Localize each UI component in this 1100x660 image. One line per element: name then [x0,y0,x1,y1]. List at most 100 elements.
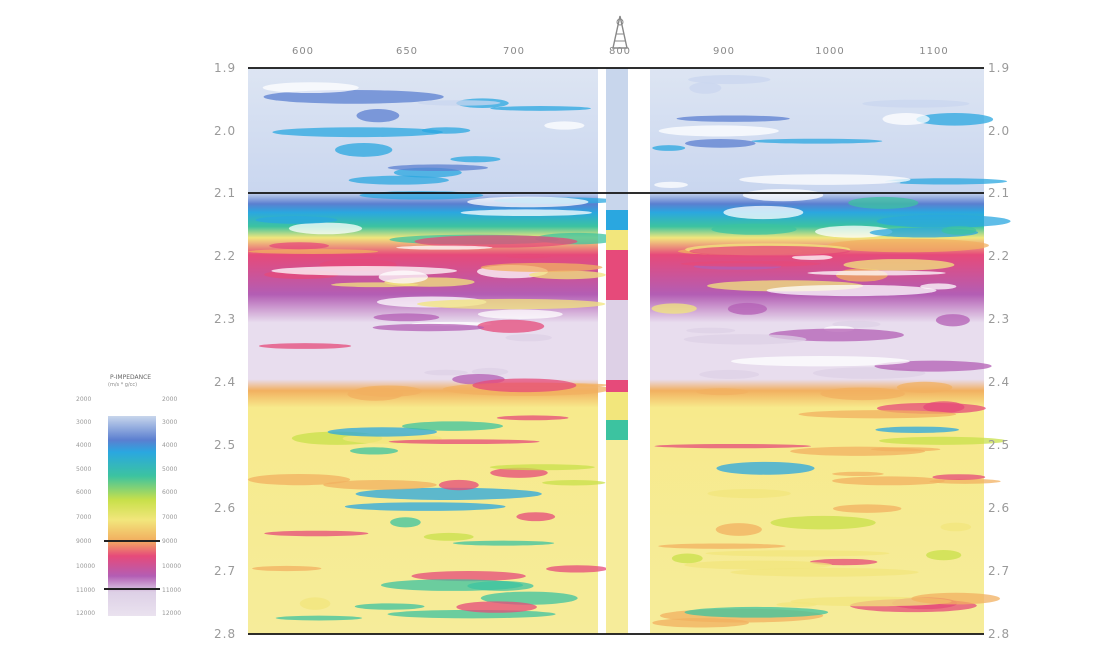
impedance-layer [695,388,749,396]
x-tick: 800 [608,46,632,57]
impedance-layer [387,164,489,172]
impedance-layer [820,387,905,401]
impedance-layer [452,540,555,546]
impedance-layer [347,387,403,401]
impedance-layer [372,323,485,332]
colorbar-line [104,588,160,590]
well-log-segment [606,420,628,440]
colorbar-right-tick: 10000 [162,563,182,570]
impedance-layer [416,298,606,310]
well-log-segment [606,68,628,210]
impedance-layer [258,343,352,349]
impedance-layer [916,112,994,126]
impedance-layer [731,356,910,367]
impedance-layer [271,266,458,276]
impedance-layer [926,549,962,561]
colorbar-right-tick: 5000 [162,466,178,473]
impedance-layer [356,109,400,123]
well-log-segment [606,210,628,230]
impedance-layer [705,550,890,557]
impedance-layer [460,209,592,217]
x-tick: 650 [395,46,419,57]
impedance-layer [414,235,578,248]
impedance-layer [751,138,883,144]
impedance-layer [882,113,930,126]
y-tick-left: 2.1 [214,186,237,200]
well-log-segment [606,392,628,420]
impedance-layer [490,467,548,478]
impedance-layer [424,369,468,376]
impedance-layer [896,381,953,393]
impedance-layer [471,367,509,376]
impedance-layer [652,618,749,628]
impedance-layer [707,488,791,499]
impedance-layer [711,223,797,235]
colorbar-left-tick: 2000 [76,396,92,403]
impedance-layer [496,415,569,421]
colorbar-right-tick: 6000 [162,489,178,496]
impedance-layer [684,560,833,570]
impedance-layer [658,125,779,137]
x-tick: 600 [291,46,315,57]
impedance-layer [715,523,762,536]
impedance-layer [373,313,440,322]
impedance-layer [651,303,697,314]
impedance-layer [727,302,768,315]
colorbar-right-tick: 7000 [162,514,178,521]
impedance-layer [798,410,957,419]
impedance-layer [862,99,970,108]
colorbar-right-tick: 4000 [162,442,178,449]
impedance-layer [911,592,1000,605]
y-tick-left: 2.7 [214,564,237,578]
impedance-layer [264,530,369,537]
impedance-layer [827,238,989,253]
impedance-layer [262,82,359,94]
x-tick: 700 [502,46,526,57]
impedance-layer [456,601,537,613]
y-tick-left: 2.5 [214,438,237,452]
impedance-layer [516,512,556,522]
colorbar-legend: P-IMPEDANCE (m/s * g/cc) 2000 3000 4000 … [74,372,190,622]
y-tick-left: 2.6 [214,501,237,515]
colorbar-title: P-IMPEDANCE [110,374,152,381]
impedance-layer [652,145,686,151]
colorbar-gradient [108,416,156,616]
impedance-layer [344,502,506,511]
impedance-layer [676,115,790,122]
x-tick: 900 [712,46,736,57]
impedance-layer [684,606,829,618]
impedance-layer [544,121,585,130]
impedance-layer [699,369,760,379]
colorbar-left-tick: 6000 [76,489,92,496]
impedance-layer [505,253,552,259]
impedance-layer [654,181,688,188]
impedance-layer [941,226,977,235]
section-panel [248,68,598,634]
impedance-layer [505,333,552,342]
impedance-layer [843,259,955,271]
impedance-layer [875,426,959,433]
x-tick: 1100 [919,46,949,57]
colorbar-right-tick: 2000 [162,396,178,403]
colorbar-subtitle: (m/s * g/cc) [108,382,138,388]
impedance-layer [272,127,443,138]
impedance-layer [480,262,603,272]
impedance-layer [658,543,786,549]
well-label: A [614,14,615,15]
impedance-layer [932,474,986,480]
impedance-layer [876,214,1011,228]
impedance-layer [438,479,479,491]
impedance-layer [248,473,351,486]
impedance-layer [396,245,493,250]
x-tick: 1000 [815,46,845,57]
y-tick-right: 2.7 [988,564,1011,578]
impedance-layer [350,447,399,455]
impedance-layer [327,427,438,437]
colorbar-left-tick: 10000 [76,563,96,570]
colorbar-left-tick: 3000 [76,419,92,426]
colorbar-line [104,540,160,542]
impedance-layer [450,156,501,163]
well-log-segment [606,440,628,634]
impedance-layer [879,436,1007,445]
